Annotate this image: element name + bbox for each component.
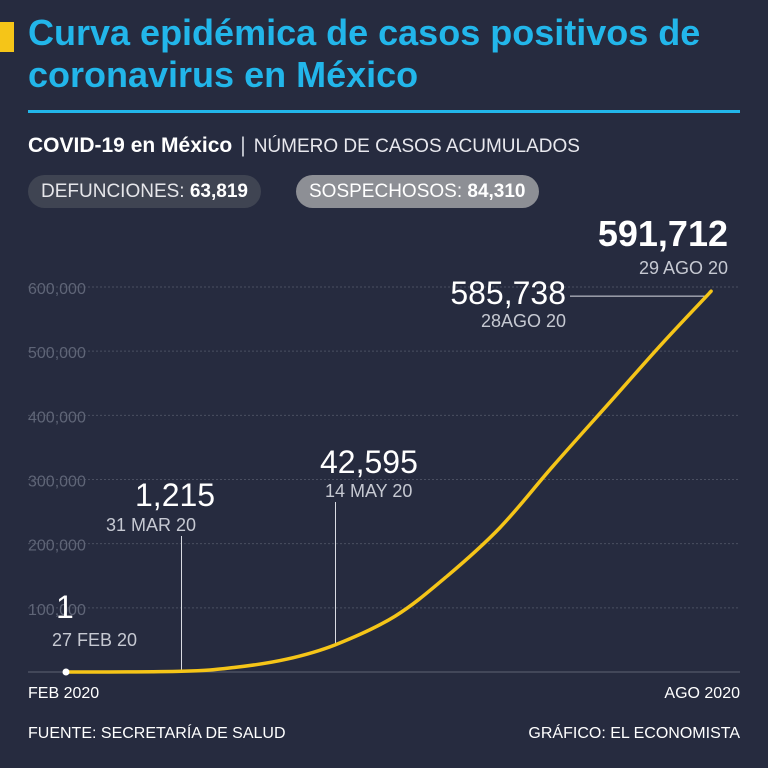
source-note: FUENTE: SECRETARÍA DE SALUD [28, 725, 286, 742]
x-tick-label: AGO 2020 [664, 685, 740, 702]
annotation-date-label: 14 MAY 20 [325, 481, 412, 501]
annotation-point-first [62, 668, 70, 676]
annotation-date-label: 28AGO 20 [481, 311, 566, 331]
sospechosos-label: SOSPECHOSOS: [309, 181, 463, 202]
chart-title: Curva epidémica de casos positivos de co… [28, 12, 701, 95]
x-tick-label: FEB 2020 [28, 685, 99, 702]
sospechosos-value: 84,310 [467, 181, 526, 202]
annotation-value-label: 1,215 [135, 477, 215, 513]
annotation-value-label: 585,738 [450, 275, 566, 311]
defunciones-value: 63,819 [189, 181, 248, 202]
annotation-date-label: 27 FEB 20 [52, 630, 137, 650]
y-tick-label: 200,000 [28, 538, 86, 555]
defunciones-badge: DEFUNCIONES: 63,819 [28, 175, 261, 208]
accent-bar [0, 22, 14, 52]
defunciones-label: DEFUNCIONES: [41, 181, 185, 202]
annotation-value-label: 42,595 [320, 444, 418, 480]
y-tick-label: 600,000 [28, 281, 86, 298]
subtitle-light: NÚMERO DE CASOS ACUMULADOS [253, 136, 580, 157]
y-tick-label: 500,000 [28, 345, 86, 362]
annotation-date-label: 29 AGO 20 [639, 258, 728, 278]
chart-subtitle: COVID-19 en México | NÚMERO DE CASOS ACUMU… [28, 134, 580, 158]
annotation-value-label: 591,712 [598, 213, 728, 254]
subtitle-bold: COVID-19 en México [28, 134, 233, 157]
credit-note: GRÁFICO: EL ECONOMISTA [528, 725, 740, 742]
title-rule [28, 110, 740, 113]
y-tick-label: 100,000 [28, 602, 86, 619]
series-line-casos [64, 289, 713, 674]
subtitle-separator: | [240, 134, 246, 157]
annotation-value-label: 1 [56, 589, 74, 625]
y-tick-label: 300,000 [28, 474, 86, 491]
y-tick-label: 400,000 [28, 409, 86, 426]
annotation-date-label: 31 MAR 20 [106, 515, 196, 535]
sospechosos-badge: SOSPECHOSOS: 84,310 [296, 175, 539, 208]
